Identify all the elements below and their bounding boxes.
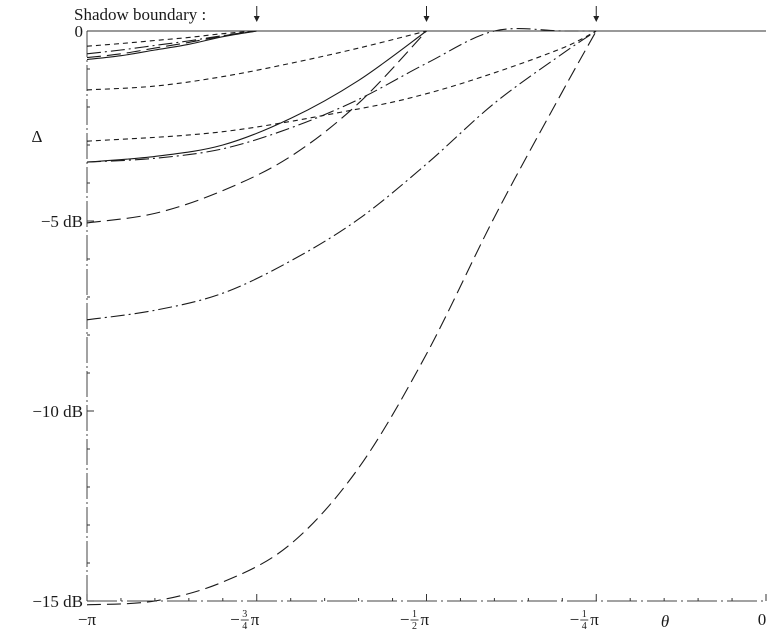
shadow-boundary-label: Shadow boundary : bbox=[74, 5, 206, 24]
x-tick-label: −14 π bbox=[570, 609, 600, 632]
svg-text:1: 1 bbox=[412, 609, 417, 620]
svg-text:4: 4 bbox=[242, 621, 247, 632]
svg-text:3: 3 bbox=[242, 609, 247, 620]
series-line-3 bbox=[86, 30, 257, 55]
y-tick-label: 0 bbox=[75, 22, 84, 41]
y-axis-label: Δ bbox=[32, 127, 43, 146]
svg-text:2: 2 bbox=[412, 621, 417, 632]
x-tick-label: −π bbox=[78, 610, 97, 629]
series-line-11 bbox=[86, 30, 597, 606]
series-line-6 bbox=[86, 30, 427, 163]
axes: 0−5 dB−10 dB−15 dB−π −34 π −12 π −14 π 0 bbox=[32, 22, 767, 632]
series-line-7 bbox=[86, 30, 427, 224]
series-line-8 bbox=[86, 30, 597, 142]
data-series-group bbox=[86, 28, 597, 606]
svg-text:0: 0 bbox=[758, 610, 767, 629]
svg-text:−: − bbox=[230, 610, 240, 629]
series-line-2 bbox=[86, 30, 257, 47]
series-line-1 bbox=[86, 30, 257, 61]
y-tick-label: −10 dB bbox=[32, 402, 83, 421]
svg-text:−: − bbox=[400, 610, 410, 629]
x-tick-label: −12 π bbox=[400, 609, 430, 632]
svg-text:4: 4 bbox=[582, 621, 587, 632]
shadow-boundary-arrowhead bbox=[593, 16, 600, 22]
svg-text:−π: −π bbox=[78, 610, 97, 629]
shadow-boundary-markers bbox=[253, 6, 600, 22]
y-tick-label: −5 dB bbox=[41, 212, 83, 231]
y-tick-label: −15 dB bbox=[32, 592, 83, 611]
series-line-10 bbox=[86, 30, 597, 321]
svg-text:1: 1 bbox=[582, 609, 587, 620]
svg-text:π: π bbox=[251, 610, 260, 629]
series-line-5 bbox=[86, 30, 427, 91]
shadow-boundary-arrowhead bbox=[253, 16, 260, 22]
svg-text:π: π bbox=[421, 610, 430, 629]
svg-text:−: − bbox=[570, 610, 580, 629]
x-axis-label: θ bbox=[661, 612, 669, 631]
x-tick-label: 0 bbox=[758, 610, 767, 629]
series-line-4 bbox=[86, 30, 257, 59]
svg-text:π: π bbox=[590, 610, 599, 629]
shadow-boundary-arrowhead bbox=[423, 16, 430, 22]
x-tick-label: −34 π bbox=[230, 609, 260, 632]
